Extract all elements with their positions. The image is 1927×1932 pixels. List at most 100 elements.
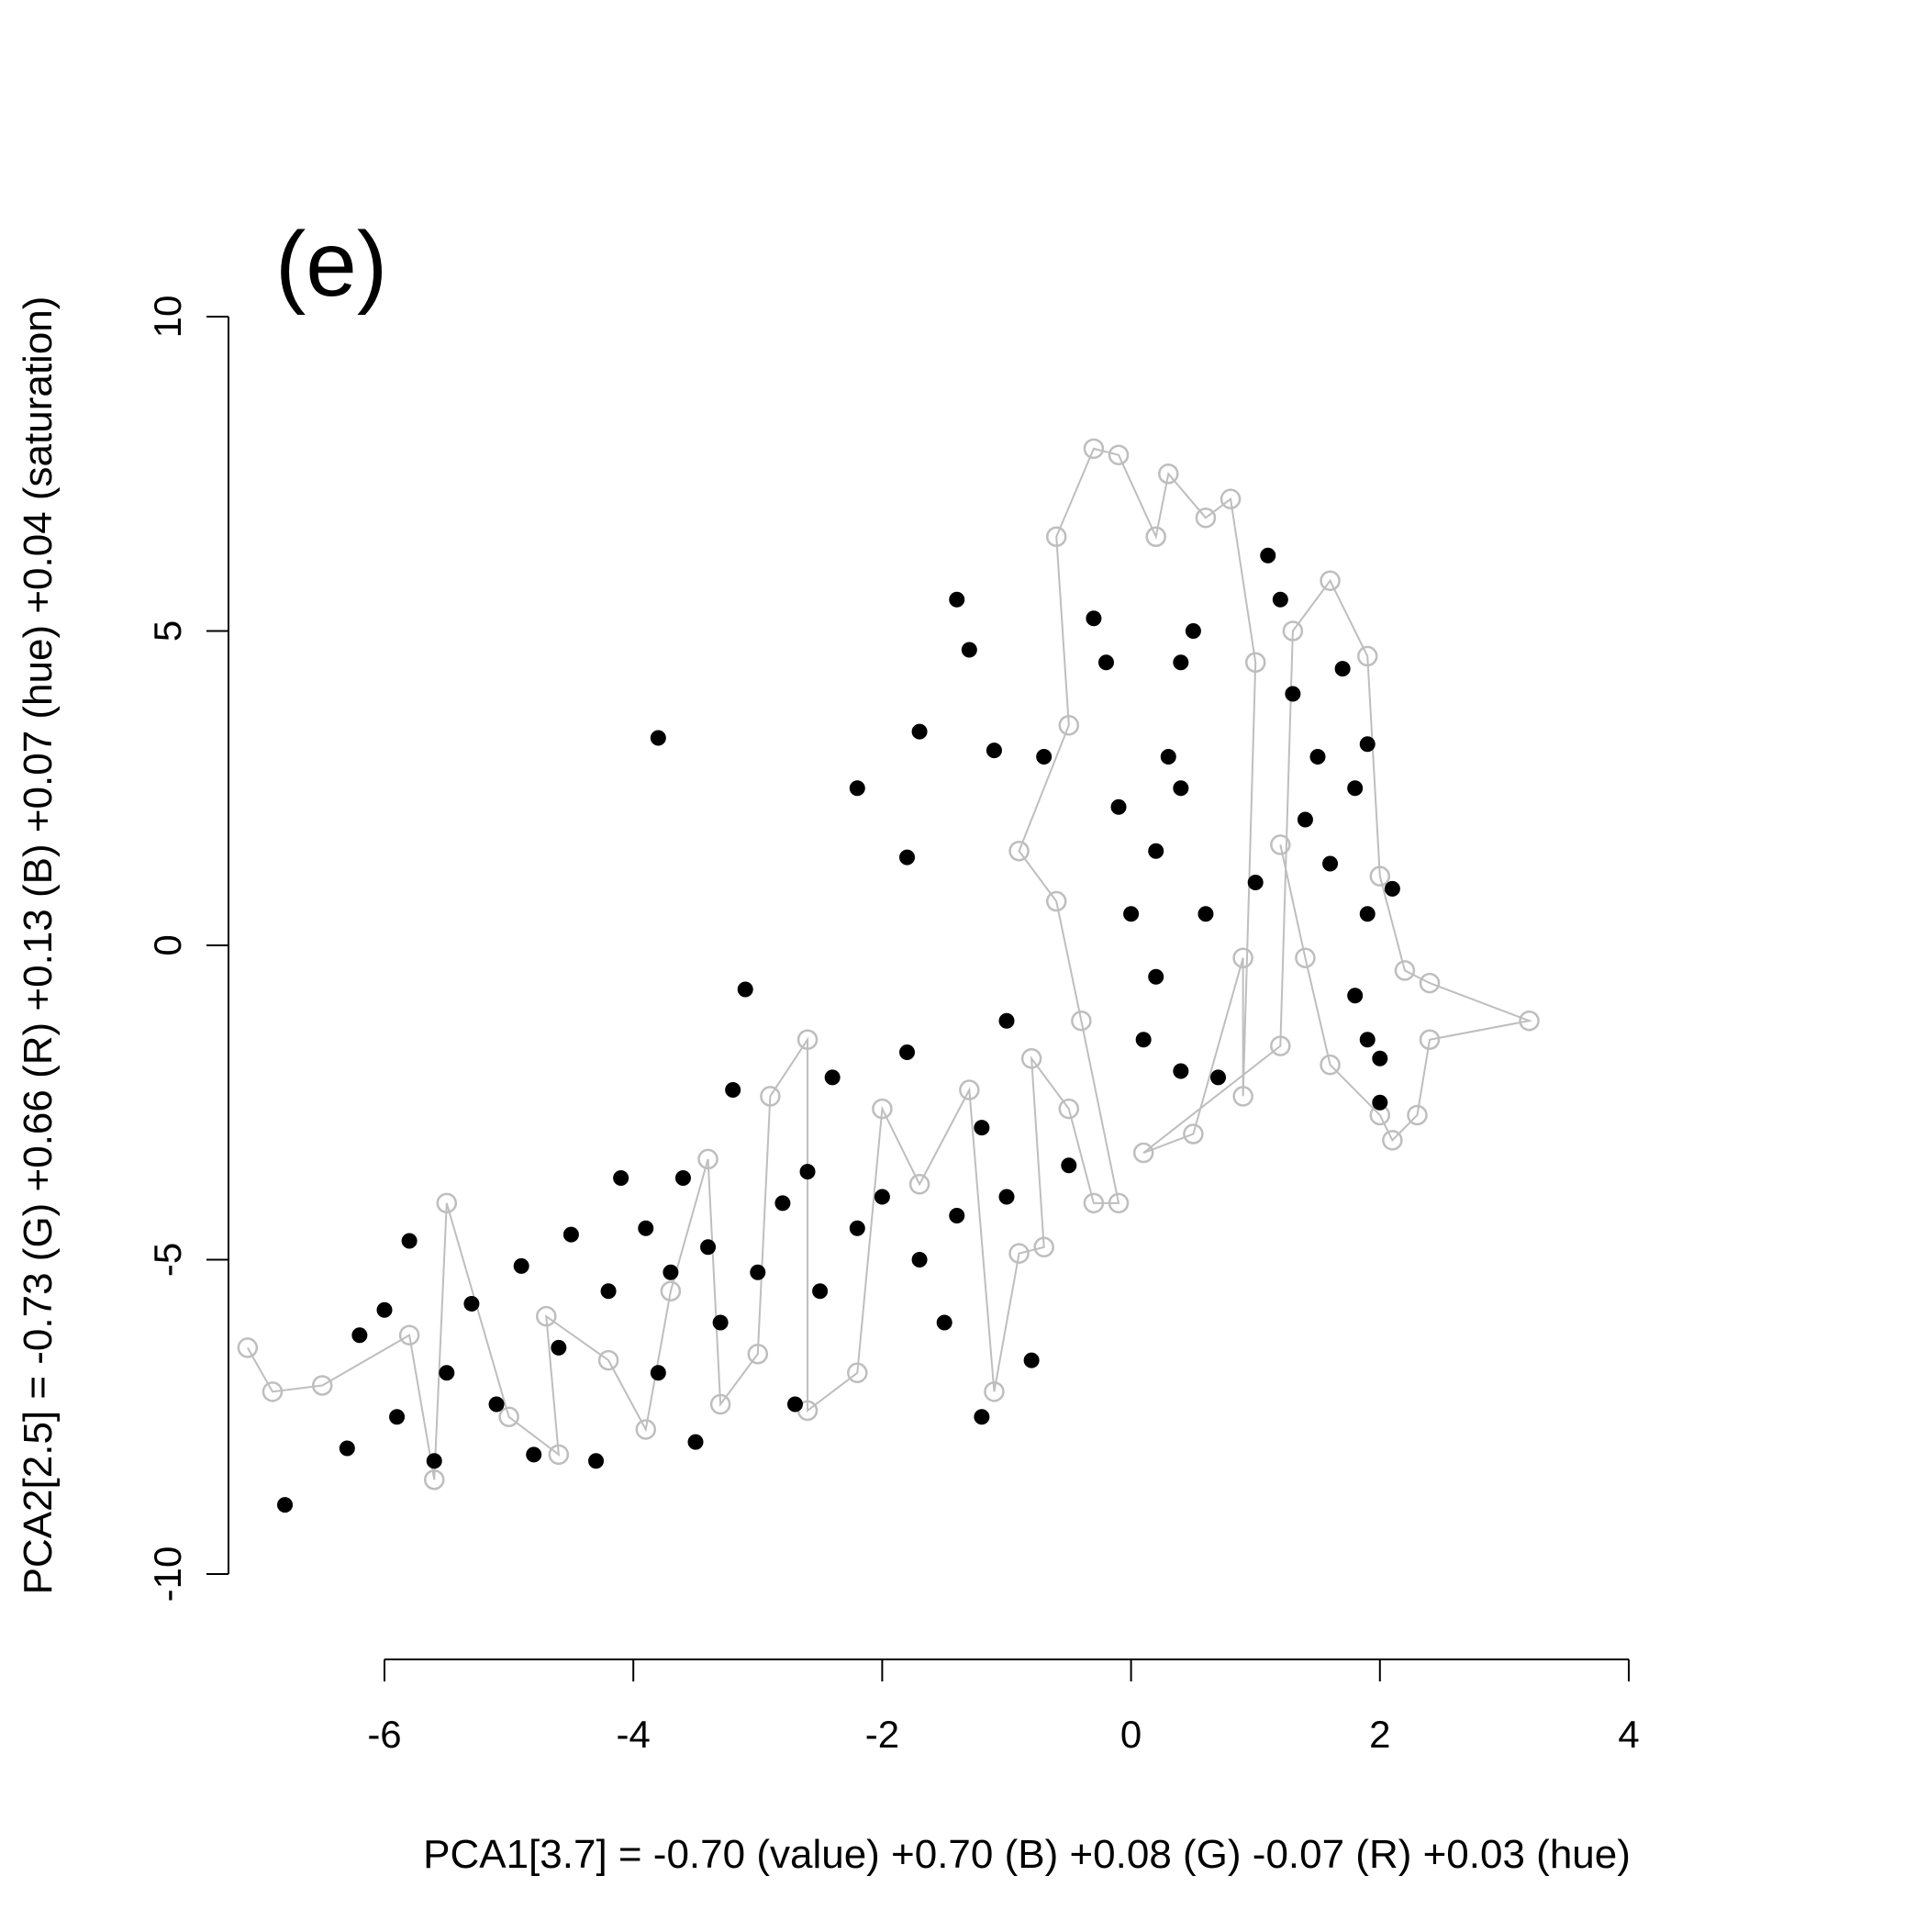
point: [1282, 620, 1304, 642]
point: [526, 1446, 542, 1463]
point: [536, 1305, 557, 1327]
point: [737, 981, 753, 998]
y-tick-label: 10: [146, 296, 189, 339]
y-tick-label: -5: [146, 1243, 189, 1277]
point: [1244, 652, 1266, 673]
point: [1285, 686, 1301, 702]
point: [663, 1264, 679, 1280]
point: [786, 1396, 803, 1413]
point: [1394, 960, 1416, 981]
point: [874, 1189, 890, 1205]
point: [463, 1295, 480, 1312]
point: [1347, 780, 1364, 797]
x-tick-label: 4: [1618, 1713, 1639, 1756]
y-tick-label: -10: [146, 1547, 189, 1603]
point: [872, 1098, 893, 1120]
point: [974, 1120, 990, 1136]
point: [638, 1220, 654, 1236]
point: [1519, 1010, 1540, 1032]
point: [277, 1497, 294, 1513]
point: [513, 1257, 529, 1274]
point: [1058, 1098, 1080, 1120]
point: [1008, 1243, 1030, 1264]
point: [1058, 715, 1080, 736]
point: [1369, 865, 1391, 887]
point: [1356, 645, 1378, 667]
y-tick-label: 5: [146, 620, 189, 642]
point: [498, 1406, 519, 1427]
point: [1220, 488, 1242, 509]
point: [849, 780, 865, 797]
point: [1372, 1094, 1388, 1111]
point: [1132, 1142, 1154, 1164]
point: [1045, 890, 1067, 912]
point: [1086, 610, 1102, 627]
point: [311, 1375, 333, 1396]
point: [747, 1344, 769, 1365]
point: [911, 1252, 928, 1268]
point: [908, 1174, 930, 1195]
point: [1232, 947, 1253, 968]
point: [551, 1339, 567, 1356]
point: [1045, 526, 1067, 547]
point: [1260, 547, 1276, 564]
point: [1185, 623, 1201, 639]
point: [1270, 1035, 1291, 1056]
point: [674, 1169, 691, 1186]
point: [237, 1337, 259, 1358]
point: [1334, 661, 1351, 677]
point: [376, 1301, 393, 1318]
point: [398, 1324, 420, 1346]
point: [700, 1239, 717, 1256]
point: [1148, 968, 1164, 985]
point: [1322, 855, 1339, 872]
point: [1173, 1063, 1189, 1079]
point: [563, 1226, 579, 1243]
point: [750, 1264, 766, 1280]
point: [1320, 570, 1341, 591]
point: [1295, 947, 1316, 968]
point: [824, 1069, 841, 1086]
point: [774, 1195, 791, 1212]
point: [849, 1220, 865, 1236]
point: [1407, 1104, 1428, 1126]
point: [1071, 1010, 1092, 1032]
point: [1297, 811, 1313, 828]
point: [1382, 1130, 1403, 1151]
chart-title: (e): [275, 213, 387, 316]
point: [401, 1233, 418, 1249]
point: [1197, 906, 1214, 922]
point: [949, 1208, 965, 1224]
point: [1108, 444, 1130, 465]
point: [1173, 780, 1189, 797]
point: [1083, 438, 1105, 460]
point: [548, 1444, 570, 1466]
point: [1145, 526, 1166, 547]
point: [1033, 1236, 1054, 1258]
point: [760, 1086, 781, 1107]
point: [588, 1453, 605, 1469]
y-axis-label: PCA2[2.5] = -0.73 (G) +0.66 (R) +0.13 (B…: [16, 296, 61, 1595]
point: [1173, 654, 1189, 671]
point: [1359, 1032, 1376, 1048]
point: [650, 1365, 666, 1381]
point: [998, 1189, 1015, 1205]
point: [1110, 798, 1127, 815]
point: [1123, 906, 1140, 922]
point: [613, 1169, 629, 1186]
point: [660, 1280, 682, 1301]
point: [339, 1440, 355, 1457]
point: [1108, 1192, 1130, 1214]
point: [488, 1396, 505, 1413]
point: [1020, 1048, 1042, 1069]
point: [812, 1283, 829, 1300]
x-axis-label: PCA1[3.7] = -0.70 (value) +0.70 (B) +0.0…: [423, 1832, 1631, 1877]
point: [687, 1434, 704, 1450]
point: [1097, 654, 1114, 671]
point: [984, 1381, 1005, 1402]
point: [426, 1453, 442, 1469]
point: [262, 1381, 284, 1402]
point: [597, 1349, 619, 1371]
point: [799, 1164, 816, 1180]
point: [961, 642, 977, 658]
